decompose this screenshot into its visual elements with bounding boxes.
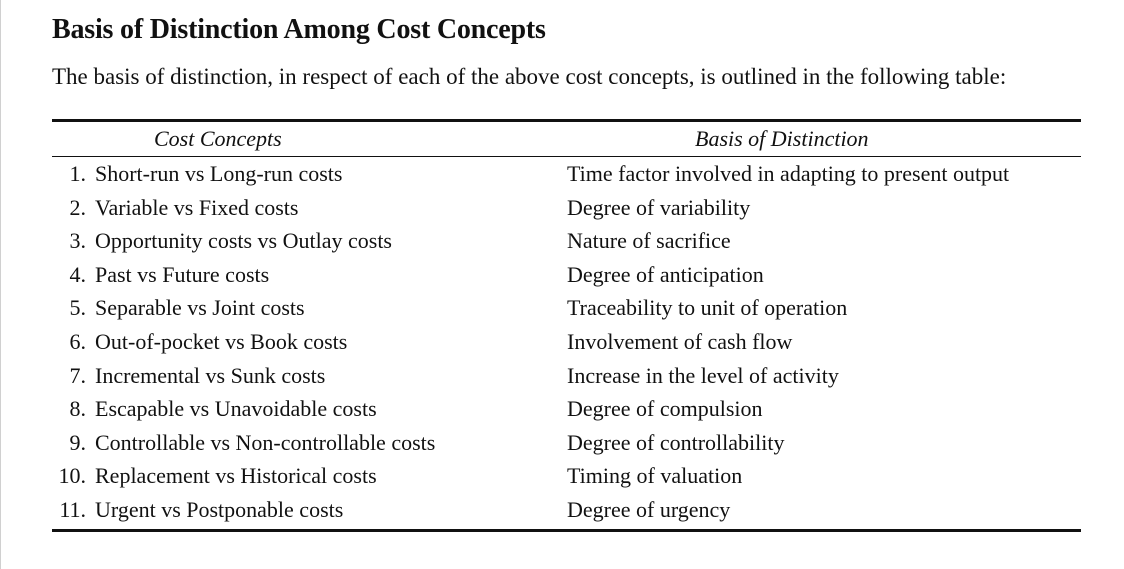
table-row: 10. Replacement vs Historical costs Timing… <box>52 461 1081 495</box>
row-number: 2. <box>69 194 87 220</box>
basis-of-distinction-cell: Time factor involved in adapting to pres… <box>567 161 1010 186</box>
table-bottom-rule <box>52 528 1081 532</box>
table-row: 3. Opportunity costs vs Outlay costs Natur… <box>52 226 1081 260</box>
table-row: 7. Incremental vs Sunk costs Increase in t… <box>52 361 1081 395</box>
row-number: 4. <box>69 261 87 287</box>
basis-of-distinction-cell: Timing of valuation <box>567 463 743 489</box>
intro-paragraph: The basis of distinction, in respect of … <box>52 64 1007 89</box>
table-header-row: Cost Concepts Basis of Distinction <box>52 122 1081 156</box>
column-header-cost-concepts: Cost Concepts <box>154 126 282 151</box>
table-top-rule <box>52 119 1081 122</box>
row-number: 1. <box>69 161 87 186</box>
row-number: 7. <box>69 362 87 388</box>
table-row: 6. Out-of-pocket vs Book costs Involvement… <box>52 327 1081 361</box>
basis-of-distinction-cell: Degree of urgency <box>567 496 731 522</box>
table-row: 11. Urgent vs Postponable costs Degree of … <box>52 495 1081 529</box>
cost-concept-cell: Urgent vs Postponable costs <box>95 496 344 522</box>
row-number: 11. <box>59 496 86 522</box>
table-header-rule <box>52 156 1081 157</box>
cost-concept-cell: Controllable vs Non-controllable costs <box>95 429 436 455</box>
basis-of-distinction-cell: Degree of variability <box>567 194 751 220</box>
cost-concepts-table: Cost Concepts Basis of Distinction 1. Sho… <box>52 119 1081 532</box>
table-row: 4. Past vs Future costs Degree of anticipa… <box>52 260 1081 294</box>
basis-of-distinction-cell: Degree of compulsion <box>567 396 763 422</box>
page-left-border <box>0 0 1 569</box>
cost-concept-cell: Out-of-pocket vs Book costs <box>95 328 348 354</box>
table-row: 8. Escapable vs Unavoidable costs Degree o… <box>52 394 1081 428</box>
cost-concept-cell: Replacement vs Historical costs <box>95 463 377 489</box>
cost-concept-cell: Short-run vs Long-run costs <box>95 161 343 186</box>
cost-concept-cell: Separable vs Joint costs <box>95 295 305 321</box>
cost-concept-cell: Escapable vs Unavoidable costs <box>95 396 377 422</box>
table-row: 9. Controllable vs Non-controllable costs… <box>52 428 1081 462</box>
table-row: 2. Variable vs Fixed costs Degree of varia… <box>52 193 1081 227</box>
section-heading: Basis of Distinction Among Cost Concepts <box>52 14 546 45</box>
basis-of-distinction-cell: Traceability to unit of operation <box>567 295 848 321</box>
row-number: 8. <box>69 396 87 422</box>
row-number: 10. <box>58 463 87 489</box>
basis-of-distinction-cell: Degree of anticipation <box>567 261 764 287</box>
row-number: 3. <box>69 228 87 254</box>
basis-of-distinction-cell: Increase in the level of activity <box>567 362 839 388</box>
row-number: 5. <box>69 295 87 321</box>
table-row: 1. Short-run vs Long-run costs Time factor… <box>52 159 1081 193</box>
basis-of-distinction-cell: Degree of controllability <box>567 429 785 455</box>
row-number: 9. <box>69 429 87 455</box>
table-row: 5. Separable vs Joint costs Traceability t… <box>52 293 1081 327</box>
cost-concept-cell: Variable vs Fixed costs <box>95 194 299 220</box>
cost-concept-cell: Opportunity costs vs Outlay costs <box>95 228 392 254</box>
cost-concept-cell: Incremental vs Sunk costs <box>95 362 326 388</box>
row-number: 6. <box>69 328 87 354</box>
column-header-basis-of-distinction: Basis of Distinction <box>695 126 869 151</box>
basis-of-distinction-cell: Involvement of cash flow <box>567 328 793 354</box>
basis-of-distinction-cell: Nature of sacrifice <box>567 228 731 254</box>
cost-concept-cell: Past vs Future costs <box>95 261 270 287</box>
table-body: 1. Short-run vs Long-run costs Time factor… <box>52 157 1081 529</box>
